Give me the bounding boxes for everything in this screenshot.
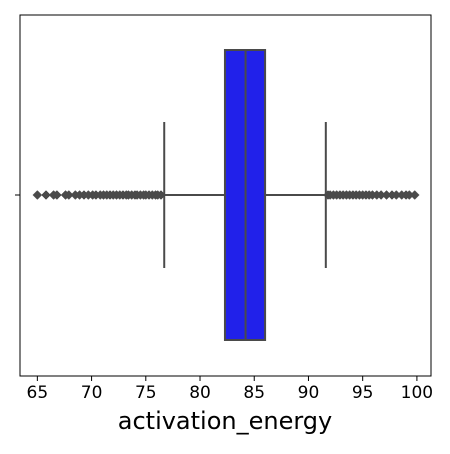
outlier-point-low — [63, 190, 74, 200]
x-tick-label: 80 — [189, 383, 211, 403]
outlier-point-low — [32, 190, 43, 200]
box-layer — [32, 49, 420, 341]
x-axis-label: activation_energy — [118, 407, 333, 435]
x-tick-label: 75 — [135, 383, 157, 403]
x-tick-label: 85 — [243, 383, 265, 403]
outlier-point-low — [41, 190, 51, 200]
x-tick-label: 90 — [298, 383, 320, 403]
x-tick-label: 65 — [27, 383, 49, 403]
outlier-point-low — [52, 190, 62, 200]
x-axis-ticks: 65 70 75 80 85 90 95 100 — [27, 376, 433, 403]
outlier-point-low — [156, 190, 166, 200]
x-tick-label: 70 — [81, 383, 103, 403]
outlier-point-high — [409, 190, 420, 200]
x-tick-label: 95 — [352, 383, 374, 403]
x-tick-label: 100 — [401, 383, 433, 403]
